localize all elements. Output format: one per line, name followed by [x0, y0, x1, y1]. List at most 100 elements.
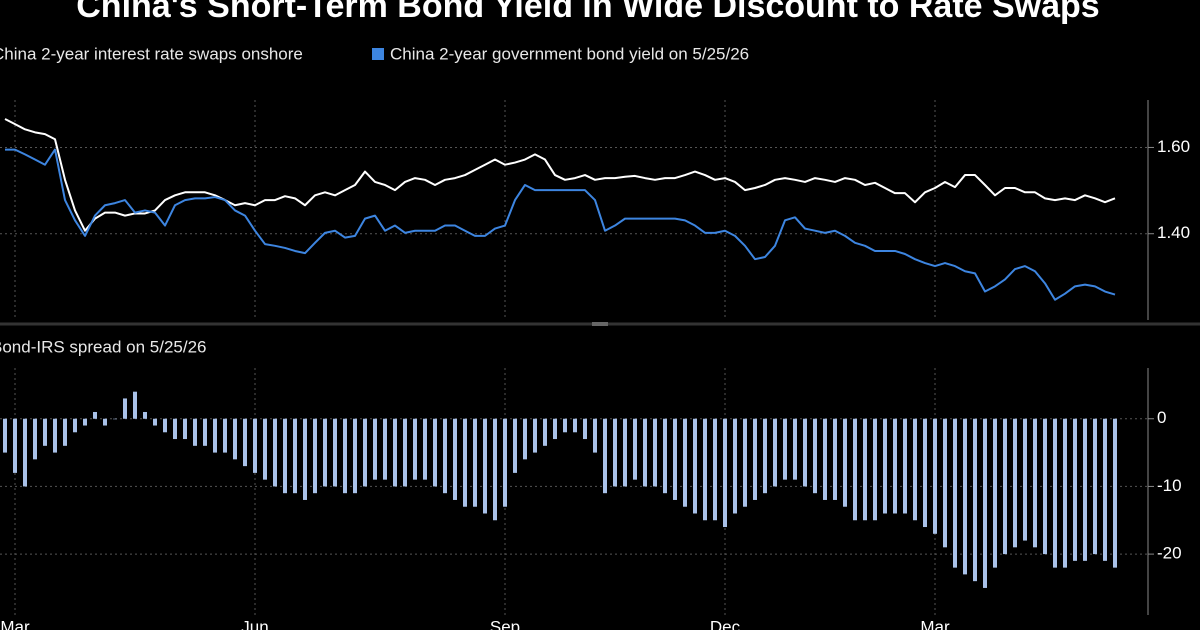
- x-tick-label: Jun: [241, 617, 268, 630]
- bar: [973, 418, 977, 582]
- bar: [923, 418, 927, 528]
- chart-title: China's Short-Term Bond Yield in Wide Di…: [76, 0, 1099, 25]
- bar: [3, 418, 7, 453]
- bar: [773, 418, 777, 487]
- legend-label: China 2-year government bond yield on 5/…: [390, 44, 749, 63]
- bar: [33, 418, 37, 460]
- bar: [483, 418, 487, 514]
- bar: [153, 418, 157, 426]
- bar: [813, 418, 817, 494]
- bar: [633, 418, 637, 480]
- bar: [993, 418, 997, 568]
- line-series: [5, 148, 1116, 301]
- bar: [1113, 418, 1117, 568]
- bar: [1093, 418, 1097, 555]
- bar: [203, 418, 207, 446]
- bar: [933, 418, 937, 534]
- y-tick-label: -10: [1157, 476, 1182, 495]
- bar: [783, 418, 787, 480]
- bar: [623, 418, 627, 487]
- bar: [1013, 418, 1017, 548]
- bar: [283, 418, 287, 494]
- bar: [223, 418, 227, 453]
- bar: [803, 418, 807, 487]
- bar: [753, 418, 757, 500]
- bar: [1103, 418, 1107, 561]
- x-tick-label: Dec: [710, 617, 741, 630]
- bar: [573, 418, 577, 433]
- bar: [543, 418, 547, 446]
- bar: [93, 411, 97, 419]
- bar: [313, 418, 317, 494]
- bar: [343, 418, 347, 494]
- bar: [913, 418, 917, 521]
- bar: [723, 418, 727, 528]
- bar: [453, 418, 457, 500]
- bar: [763, 418, 767, 494]
- bar: [1073, 418, 1077, 561]
- bar: [643, 418, 647, 487]
- bar: [13, 418, 17, 473]
- bar: [1023, 418, 1027, 541]
- bar: [363, 418, 367, 487]
- bar: [893, 418, 897, 514]
- bar: [123, 398, 127, 419]
- bar: [403, 418, 407, 487]
- bar: [253, 418, 257, 473]
- bar: [523, 418, 527, 460]
- bar: [653, 418, 657, 487]
- bar: [603, 418, 607, 494]
- bar: [703, 418, 707, 521]
- bar: [443, 418, 447, 494]
- legend-swatch: [372, 48, 384, 60]
- panel-title: Bond-IRS spread on 5/25/26: [0, 337, 206, 356]
- bar: [943, 418, 947, 548]
- bar: [303, 418, 307, 500]
- bar: [613, 418, 617, 487]
- bar: [433, 418, 437, 487]
- bar: [263, 418, 267, 480]
- bar: [583, 418, 587, 440]
- bar: [213, 418, 217, 453]
- bar: [663, 418, 667, 494]
- bar: [863, 418, 867, 521]
- bar: [513, 418, 517, 473]
- bar: [183, 418, 187, 440]
- bar: [843, 418, 847, 507]
- bar: [193, 418, 197, 446]
- bar: [103, 418, 107, 426]
- bar: [373, 418, 377, 480]
- bar: [113, 418, 117, 420]
- bar: [353, 418, 357, 494]
- bar: [713, 418, 717, 521]
- x-tick-label: Sep: [490, 617, 520, 630]
- bar: [133, 391, 137, 419]
- bar: [323, 418, 327, 487]
- bar: [233, 418, 237, 460]
- bar: [393, 418, 397, 487]
- legend-label: China 2-year interest rate swaps onshore: [0, 44, 303, 63]
- bar: [883, 418, 887, 514]
- bar: [743, 418, 747, 507]
- bar: [903, 418, 907, 514]
- bar: [553, 418, 557, 440]
- bar: [293, 418, 297, 494]
- bar: [473, 418, 477, 507]
- bar: [983, 418, 987, 588]
- bar: [143, 411, 147, 419]
- y-tick-label: 0: [1157, 408, 1166, 427]
- bar: [1043, 418, 1047, 555]
- y-tick-label: -20: [1157, 544, 1182, 563]
- bar: [503, 418, 507, 507]
- bar: [853, 418, 857, 521]
- bar: [463, 418, 467, 507]
- bar: [413, 418, 417, 480]
- bar: [733, 418, 737, 514]
- bar: [873, 418, 877, 521]
- y-tick-label: 1.60: [1157, 137, 1190, 156]
- bar: [383, 418, 387, 480]
- panel-handle: [592, 322, 608, 326]
- bar: [163, 418, 167, 433]
- bar: [683, 418, 687, 507]
